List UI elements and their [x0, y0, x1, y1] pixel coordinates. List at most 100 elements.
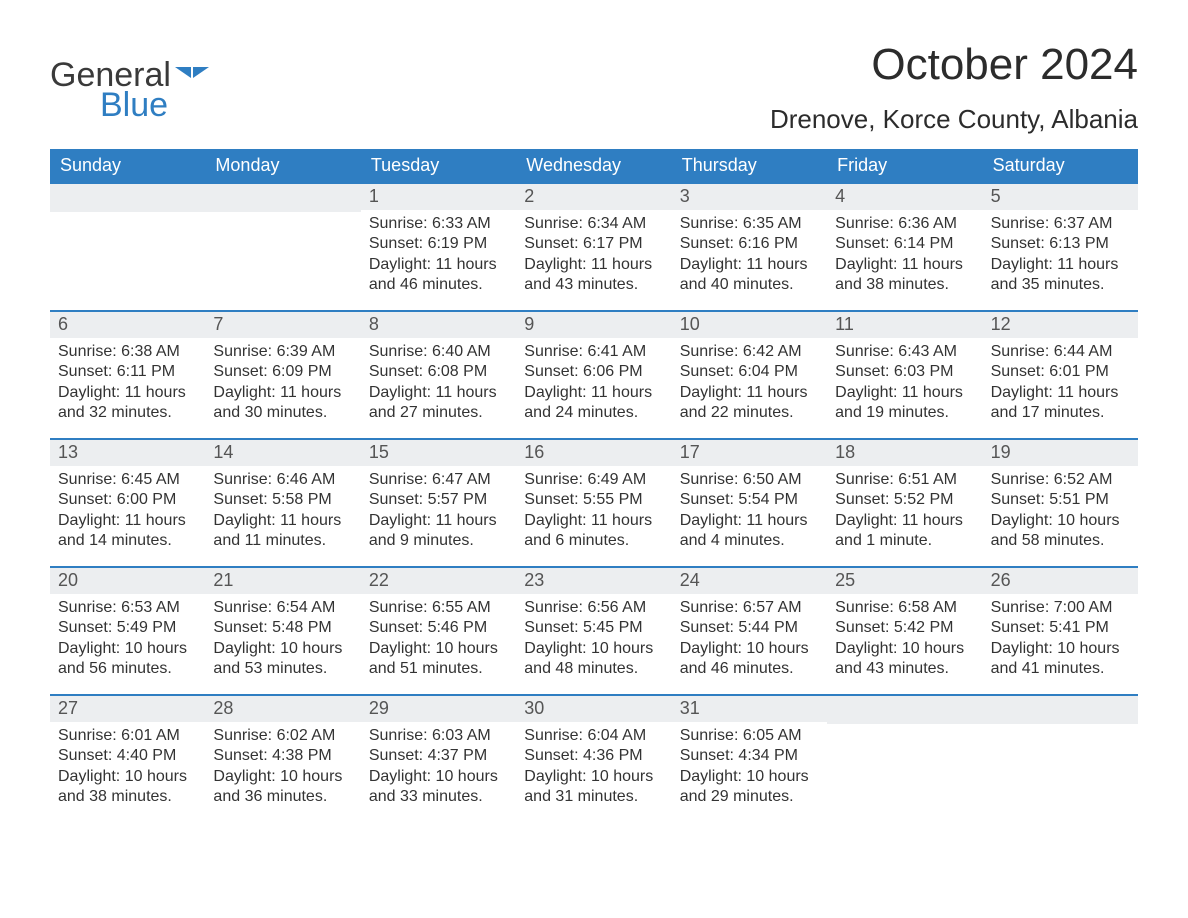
day-cell: 12Sunrise: 6:44 AMSunset: 6:01 PMDayligh…	[983, 312, 1138, 438]
sunset-label: Sunset:	[369, 619, 423, 636]
day-body: Sunrise: 6:04 AMSunset: 4:36 PMDaylight:…	[516, 722, 671, 814]
daylight-label: Daylight:	[680, 640, 742, 657]
sunrise-value: 6:36 AM	[898, 215, 957, 232]
sunset-label: Sunset:	[680, 619, 734, 636]
sunset-value: 5:44 PM	[738, 619, 798, 636]
day-cell: 29Sunrise: 6:03 AMSunset: 4:37 PMDayligh…	[361, 696, 516, 822]
day-number: 6	[50, 312, 205, 338]
day-body: Sunrise: 6:49 AMSunset: 5:55 PMDaylight:…	[516, 466, 671, 558]
sunrise-label: Sunrise:	[369, 727, 428, 744]
day-number: 21	[205, 568, 360, 594]
sunset-label: Sunset:	[213, 619, 267, 636]
day-number: 10	[672, 312, 827, 338]
daylight-label: Daylight:	[524, 640, 586, 657]
sunrise-value: 6:05 AM	[743, 727, 802, 744]
day-number: 23	[516, 568, 671, 594]
day-cell: 2Sunrise: 6:34 AMSunset: 6:17 PMDaylight…	[516, 184, 671, 310]
daylight-label: Daylight:	[213, 640, 275, 657]
sunset-value: 5:45 PM	[583, 619, 643, 636]
day-cell: 31Sunrise: 6:05 AMSunset: 4:34 PMDayligh…	[672, 696, 827, 822]
day-cell: 13Sunrise: 6:45 AMSunset: 6:00 PMDayligh…	[50, 440, 205, 566]
sunset-label: Sunset:	[524, 363, 578, 380]
day-body: Sunrise: 6:46 AMSunset: 5:58 PMDaylight:…	[205, 466, 360, 558]
day-of-week-header: SundayMondayTuesdayWednesdayThursdayFrid…	[50, 149, 1138, 184]
day-body: Sunrise: 6:42 AMSunset: 6:04 PMDaylight:…	[672, 338, 827, 430]
sunset-value: 6:13 PM	[1049, 235, 1109, 252]
daylight-label: Daylight:	[369, 384, 431, 401]
day-number: 26	[983, 568, 1138, 594]
sunset-label: Sunset:	[213, 747, 267, 764]
daylight-label: Daylight:	[524, 768, 586, 785]
day-cell: 23Sunrise: 6:56 AMSunset: 5:45 PMDayligh…	[516, 568, 671, 694]
daylight-label: Daylight:	[213, 768, 275, 785]
day-cell: 1Sunrise: 6:33 AMSunset: 6:19 PMDaylight…	[361, 184, 516, 310]
sunrise-value: 6:56 AM	[587, 599, 646, 616]
sunset-label: Sunset:	[369, 491, 423, 508]
day-number: 20	[50, 568, 205, 594]
sunset-label: Sunset:	[991, 491, 1045, 508]
day-cell: 5Sunrise: 6:37 AMSunset: 6:13 PMDaylight…	[983, 184, 1138, 310]
day-cell: 19Sunrise: 6:52 AMSunset: 5:51 PMDayligh…	[983, 440, 1138, 566]
daylight-label: Daylight:	[991, 384, 1053, 401]
day-number: 19	[983, 440, 1138, 466]
sunrise-value: 6:42 AM	[743, 343, 802, 360]
week-row: 13Sunrise: 6:45 AMSunset: 6:00 PMDayligh…	[50, 438, 1138, 566]
day-cell: 20Sunrise: 6:53 AMSunset: 5:49 PMDayligh…	[50, 568, 205, 694]
sunrise-value: 6:49 AM	[587, 471, 646, 488]
sunrise-label: Sunrise:	[524, 343, 583, 360]
day-body: Sunrise: 6:35 AMSunset: 6:16 PMDaylight:…	[672, 210, 827, 302]
day-body: Sunrise: 7:00 AMSunset: 5:41 PMDaylight:…	[983, 594, 1138, 686]
sunrise-label: Sunrise:	[680, 727, 739, 744]
day-of-week-cell: Wednesday	[516, 149, 671, 184]
day-body	[827, 724, 982, 734]
day-cell: 30Sunrise: 6:04 AMSunset: 4:36 PMDayligh…	[516, 696, 671, 822]
day-body: Sunrise: 6:44 AMSunset: 6:01 PMDaylight:…	[983, 338, 1138, 430]
day-cell: 17Sunrise: 6:50 AMSunset: 5:54 PMDayligh…	[672, 440, 827, 566]
day-body	[205, 212, 360, 222]
sunrise-value: 6:58 AM	[898, 599, 957, 616]
day-number: 22	[361, 568, 516, 594]
day-of-week-cell: Thursday	[672, 149, 827, 184]
day-cell: 7Sunrise: 6:39 AMSunset: 6:09 PMDaylight…	[205, 312, 360, 438]
day-body: Sunrise: 6:05 AMSunset: 4:34 PMDaylight:…	[672, 722, 827, 814]
sunset-label: Sunset:	[835, 491, 889, 508]
day-cell: 25Sunrise: 6:58 AMSunset: 5:42 PMDayligh…	[827, 568, 982, 694]
sunset-label: Sunset:	[991, 235, 1045, 252]
day-number: 8	[361, 312, 516, 338]
day-body: Sunrise: 6:36 AMSunset: 6:14 PMDaylight:…	[827, 210, 982, 302]
day-number: 28	[205, 696, 360, 722]
sunset-value: 6:04 PM	[738, 363, 798, 380]
day-body: Sunrise: 6:03 AMSunset: 4:37 PMDaylight:…	[361, 722, 516, 814]
sunrise-value: 6:04 AM	[587, 727, 646, 744]
day-body: Sunrise: 6:43 AMSunset: 6:03 PMDaylight:…	[827, 338, 982, 430]
daylight-label: Daylight:	[835, 384, 897, 401]
day-number: 2	[516, 184, 671, 210]
daylight-label: Daylight:	[680, 384, 742, 401]
sunset-label: Sunset:	[213, 363, 267, 380]
sunset-label: Sunset:	[524, 491, 578, 508]
day-body: Sunrise: 6:40 AMSunset: 6:08 PMDaylight:…	[361, 338, 516, 430]
sunrise-label: Sunrise:	[369, 343, 428, 360]
sunrise-value: 6:54 AM	[277, 599, 336, 616]
day-body: Sunrise: 6:39 AMSunset: 6:09 PMDaylight:…	[205, 338, 360, 430]
day-of-week-cell: Sunday	[50, 149, 205, 184]
sunset-value: 6:00 PM	[117, 491, 177, 508]
sunrise-label: Sunrise:	[991, 599, 1050, 616]
week-row: 1Sunrise: 6:33 AMSunset: 6:19 PMDaylight…	[50, 184, 1138, 310]
sunset-label: Sunset:	[58, 619, 112, 636]
day-of-week-cell: Friday	[827, 149, 982, 184]
daylight-label: Daylight:	[680, 256, 742, 273]
sunrise-label: Sunrise:	[213, 727, 272, 744]
day-number	[827, 696, 982, 724]
sunset-value: 4:37 PM	[428, 747, 488, 764]
day-body: Sunrise: 6:53 AMSunset: 5:49 PMDaylight:…	[50, 594, 205, 686]
sunset-label: Sunset:	[524, 235, 578, 252]
sunset-label: Sunset:	[369, 235, 423, 252]
sunrise-value: 6:46 AM	[277, 471, 336, 488]
sunrise-value: 6:02 AM	[277, 727, 336, 744]
sunrise-label: Sunrise:	[991, 471, 1050, 488]
sunrise-value: 6:41 AM	[587, 343, 646, 360]
daylight-label: Daylight:	[213, 512, 275, 529]
calendar-page: General Blue October 2024 Drenove, Korce…	[0, 0, 1188, 872]
day-cell	[827, 696, 982, 822]
